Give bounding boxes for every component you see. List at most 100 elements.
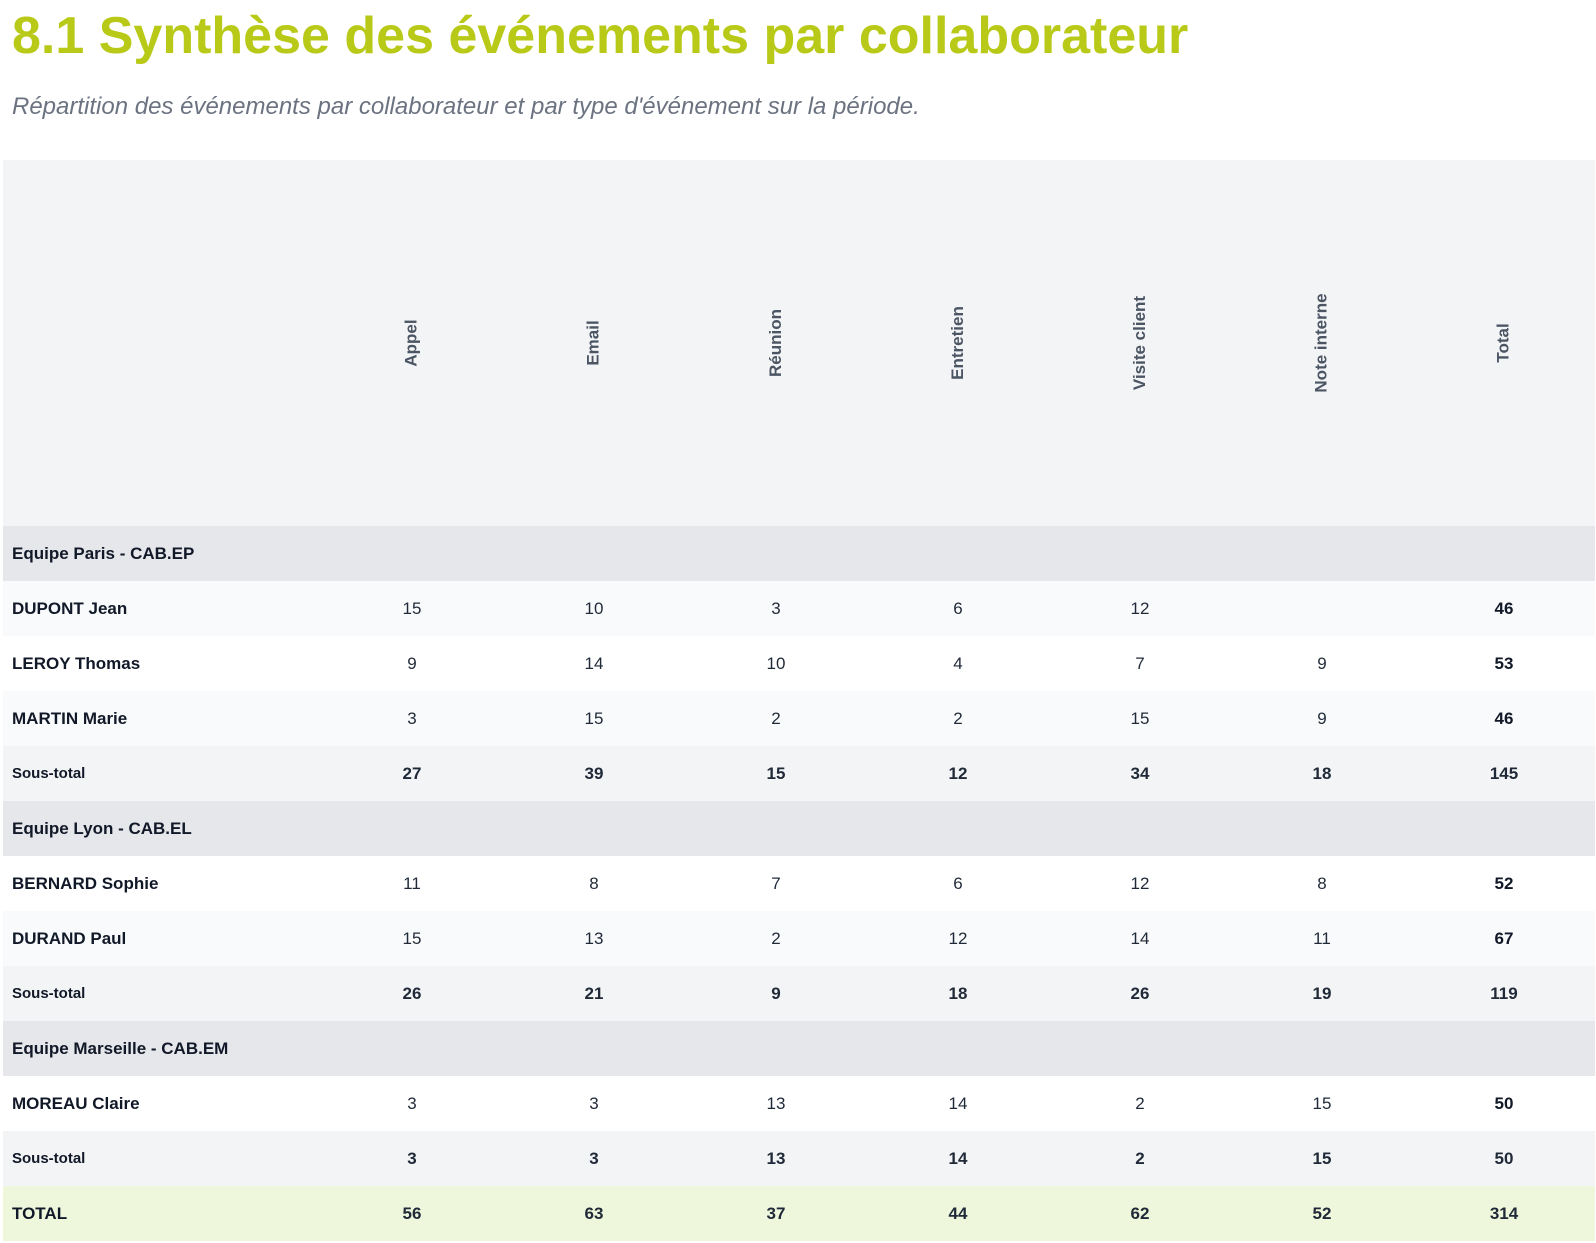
value-cell: 12 — [1049, 581, 1231, 636]
column-header-label: Réunion — [766, 309, 785, 377]
column-header-entretien: Entretien — [867, 160, 1049, 526]
value-cell: 11 — [321, 856, 503, 911]
column-header-reunion: Réunion — [685, 160, 867, 526]
value-cell: 15 — [1231, 1131, 1413, 1186]
value-cell: 2 — [685, 691, 867, 746]
value-cell: 14 — [503, 636, 685, 691]
value-cell: 15 — [503, 691, 685, 746]
value-cell: 13 — [685, 1131, 867, 1186]
collaborator-row: MARTIN Marie 3 15 2 2 15 9 46 — [3, 691, 1595, 746]
grand-total-row: TOTAL 56 63 37 44 62 52 314 — [3, 1186, 1595, 1241]
team-group-row: Equipe Paris - CAB.EP — [3, 526, 1595, 581]
value-cell: 10 — [685, 636, 867, 691]
header-row: Appel Email Réunion Entretien Visite cli… — [3, 160, 1595, 526]
value-cell: 2 — [1049, 1131, 1231, 1186]
value-cell: 56 — [321, 1186, 503, 1241]
column-header-label: Visite client — [1130, 295, 1149, 391]
grand-total-label: TOTAL — [3, 1186, 321, 1241]
column-header-label: Appel — [401, 319, 421, 367]
column-header-label: Email — [583, 320, 603, 366]
value-cell: 2 — [1049, 1076, 1231, 1131]
subtotal-label: Sous-total — [3, 966, 321, 1021]
value-cell: 62 — [1049, 1186, 1231, 1241]
value-cell: 8 — [503, 856, 685, 911]
row-total-cell: 314 — [1413, 1186, 1595, 1241]
value-cell: 3 — [321, 1076, 503, 1131]
page-title: 8.1 Synthèse des événements par collabor… — [12, 7, 1189, 65]
value-cell: 18 — [1231, 746, 1413, 801]
collaborator-name: MOREAU Claire — [3, 1076, 321, 1131]
value-cell: 18 — [867, 966, 1049, 1021]
team-group-row: Equipe Lyon - CAB.EL — [3, 801, 1595, 856]
value-cell: 9 — [321, 636, 503, 691]
value-cell: 15 — [685, 746, 867, 801]
collaborator-row: DURAND Paul 15 13 2 12 14 11 67 — [3, 911, 1595, 966]
column-header-label: Total — [1493, 323, 1513, 363]
value-cell: 9 — [1231, 691, 1413, 746]
collaborator-row: LEROY Thomas 9 14 10 4 7 9 53 — [3, 636, 1595, 691]
value-cell: 3 — [321, 1131, 503, 1186]
value-cell: 63 — [503, 1186, 685, 1241]
row-total-cell: 46 — [1413, 581, 1595, 636]
value-cell: 3 — [503, 1131, 685, 1186]
value-cell: 11 — [1231, 911, 1413, 966]
row-total-cell: 46 — [1413, 691, 1595, 746]
subtotal-row: Sous-total 26 21 9 18 26 19 119 — [3, 966, 1595, 1021]
subtotal-label: Sous-total — [3, 746, 321, 801]
value-cell: 6 — [867, 856, 1049, 911]
value-cell: 13 — [503, 911, 685, 966]
events-summary-table: Appel Email Réunion Entretien Visite cli… — [3, 160, 1595, 1241]
header-name-cell — [3, 160, 321, 526]
value-cell: 6 — [867, 581, 1049, 636]
value-cell: 15 — [1231, 1076, 1413, 1131]
column-header-label: Note interne — [1312, 293, 1331, 393]
value-cell: 8 — [1231, 856, 1413, 911]
subtotal-label: Sous-total — [3, 1131, 321, 1186]
column-header-total: Total — [1413, 160, 1595, 526]
collaborator-name: DURAND Paul — [3, 911, 321, 966]
column-header-appel: Appel — [321, 160, 503, 526]
subtotal-row: Sous-total 3 3 13 14 2 15 50 — [3, 1131, 1595, 1186]
value-cell: 19 — [1231, 966, 1413, 1021]
value-cell: 4 — [867, 636, 1049, 691]
row-total-cell: 50 — [1413, 1076, 1595, 1131]
page-subtitle: Répartition des événements par collabora… — [12, 93, 920, 120]
value-cell: 9 — [1231, 636, 1413, 691]
collaborator-name: BERNARD Sophie — [3, 856, 321, 911]
column-header-note-interne: Note interne — [1231, 160, 1413, 526]
value-cell: 44 — [867, 1186, 1049, 1241]
value-cell: 15 — [321, 581, 503, 636]
value-cell: 14 — [1049, 911, 1231, 966]
value-cell: 21 — [503, 966, 685, 1021]
subtotal-row: Sous-total 27 39 15 12 34 18 145 — [3, 746, 1595, 801]
value-cell: 7 — [1049, 636, 1231, 691]
value-cell: 3 — [685, 581, 867, 636]
value-cell: 13 — [685, 1076, 867, 1131]
collaborator-row: MOREAU Claire 3 3 13 14 2 15 50 — [3, 1076, 1595, 1131]
value-cell: 3 — [321, 691, 503, 746]
value-cell: 3 — [503, 1076, 685, 1131]
column-header-email: Email — [503, 160, 685, 526]
value-cell: 2 — [685, 911, 867, 966]
row-total-cell: 52 — [1413, 856, 1595, 911]
row-total-cell: 50 — [1413, 1131, 1595, 1186]
collaborator-row: DUPONT Jean 15 10 3 6 12 46 — [3, 581, 1595, 636]
value-cell: 14 — [867, 1131, 1049, 1186]
collaborator-name: MARTIN Marie — [3, 691, 321, 746]
row-total-cell: 67 — [1413, 911, 1595, 966]
value-cell: 34 — [1049, 746, 1231, 801]
column-header-label: Entretien — [948, 306, 967, 380]
value-cell: 26 — [1049, 966, 1231, 1021]
table-body: Equipe Paris - CAB.EP DUPONT Jean 15 10 3 6 12… — [3, 526, 1595, 1241]
table-header: Appel Email Réunion Entretien Visite cli… — [3, 160, 1595, 526]
row-total-cell: 119 — [1413, 966, 1595, 1021]
value-cell: 7 — [685, 856, 867, 911]
value-cell: 12 — [1049, 856, 1231, 911]
value-cell: 12 — [867, 911, 1049, 966]
value-cell: 37 — [685, 1186, 867, 1241]
team-group-row: Equipe Marseille - CAB.EM — [3, 1021, 1595, 1076]
row-total-cell: 145 — [1413, 746, 1595, 801]
value-cell: 39 — [503, 746, 685, 801]
column-header-visite-client: Visite client — [1049, 160, 1231, 526]
